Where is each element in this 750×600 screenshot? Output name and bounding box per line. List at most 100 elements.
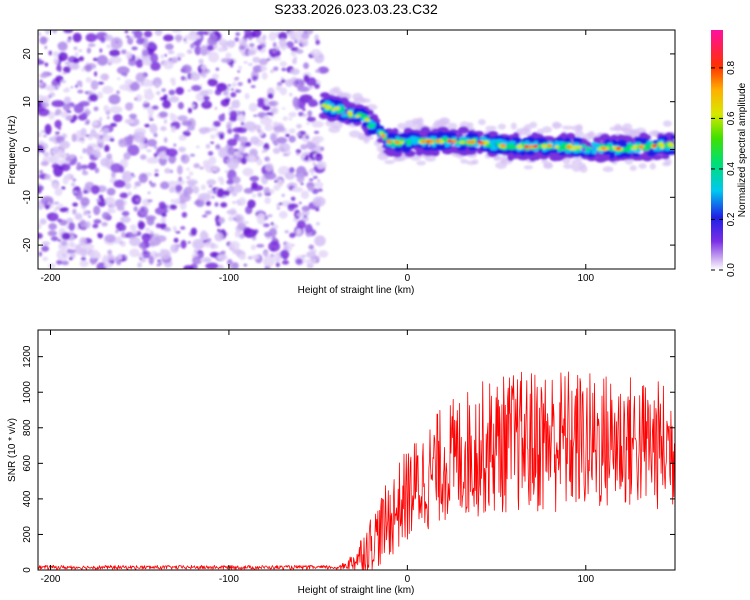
snr-xtick-label: -200 — [40, 574, 60, 585]
noise-blob — [214, 202, 219, 207]
noise-blob — [268, 241, 281, 252]
noise-blob — [309, 178, 314, 181]
signal-blob — [457, 128, 465, 134]
noise-blob — [83, 189, 88, 194]
noise-blob — [107, 116, 110, 120]
noise-blob — [99, 135, 104, 140]
noise-blob — [116, 77, 121, 81]
signal-halo — [523, 124, 532, 133]
noise-blob — [307, 185, 314, 192]
noise-blob — [167, 50, 175, 55]
noise-blob — [52, 30, 58, 34]
noise-blob — [180, 239, 187, 249]
noise-blob — [192, 185, 200, 194]
noise-blob — [226, 209, 237, 215]
noise-blob — [106, 187, 116, 196]
noise-blob — [263, 187, 271, 195]
noise-blob — [314, 235, 326, 247]
signal-blob — [376, 138, 385, 144]
noise-blob — [198, 127, 212, 134]
noise-blob — [306, 121, 310, 126]
signal-peak — [523, 145, 529, 149]
noise-blob — [124, 74, 127, 78]
noise-blob — [179, 193, 191, 202]
signal-blob — [529, 137, 536, 144]
noise-blob — [93, 71, 98, 77]
noise-blob — [131, 46, 138, 51]
noise-blob — [180, 75, 186, 81]
noise-blob — [306, 263, 314, 269]
noise-blob — [308, 168, 315, 174]
noise-blob — [108, 94, 121, 105]
noise-blob — [72, 202, 78, 207]
noise-blob — [281, 107, 286, 110]
snr-ytick-label: 200 — [22, 526, 33, 543]
noise-blob — [280, 79, 286, 84]
noise-blob — [164, 167, 171, 174]
noise-blob — [44, 45, 48, 50]
noise-blob — [249, 136, 260, 145]
noise-blob — [295, 80, 299, 85]
noise-blob — [248, 36, 253, 41]
noise-blob — [307, 85, 314, 90]
noise-blob — [38, 58, 42, 66]
noise-blob — [296, 132, 302, 137]
noise-blob — [168, 186, 176, 193]
noise-blob — [313, 130, 320, 134]
noise-blob — [237, 70, 241, 73]
signal-blob — [341, 113, 348, 118]
noise-blob — [54, 187, 63, 197]
signal-blob — [517, 145, 523, 150]
noise-blob — [242, 167, 254, 177]
noise-blob — [165, 43, 174, 50]
noise-blob — [52, 51, 60, 58]
noise-blob — [271, 236, 277, 241]
noise-blob — [99, 129, 103, 133]
noise-blob — [56, 248, 69, 261]
spectrogram-xtick-label: 0 — [405, 273, 411, 284]
noise-blob — [267, 214, 273, 218]
noise-blob — [231, 191, 238, 197]
noise-blob — [291, 186, 304, 193]
noise-blob — [38, 223, 42, 230]
noise-blob — [80, 164, 89, 170]
signal-blob — [591, 141, 596, 146]
noise-blob — [227, 127, 233, 135]
noise-blob — [124, 255, 128, 259]
signal-blob — [558, 151, 567, 156]
noise-blob — [47, 230, 58, 237]
noise-blob — [238, 197, 247, 206]
noise-blob — [209, 127, 218, 132]
noise-blob — [208, 185, 213, 188]
signal-blob — [669, 143, 675, 147]
noise-blob — [106, 44, 111, 49]
noise-blob — [69, 176, 74, 181]
noise-blob — [129, 81, 140, 92]
signal-blob — [572, 145, 579, 149]
noise-blob — [248, 154, 257, 163]
signal-blob — [552, 154, 565, 162]
noise-blob — [129, 224, 137, 232]
noise-blob — [72, 63, 80, 70]
noise-blob — [89, 129, 97, 138]
noise-blob — [312, 162, 316, 166]
noise-blob — [288, 117, 293, 121]
snr-ytick-label: 800 — [22, 419, 33, 436]
signal-blob — [398, 141, 405, 144]
noise-blob — [78, 56, 85, 62]
noise-blob — [295, 228, 302, 236]
noise-blob — [268, 228, 277, 237]
noise-blob — [159, 262, 162, 265]
noise-blob — [59, 140, 71, 149]
noise-blob — [175, 184, 183, 192]
noise-blob — [251, 254, 260, 260]
signal-peak — [435, 139, 441, 143]
noise-blob — [302, 107, 306, 112]
signal-halo — [384, 160, 395, 165]
noise-blob — [231, 82, 237, 88]
spectrogram-xlabel: Height of straight line (km) — [298, 285, 415, 296]
noise-blob — [148, 115, 153, 120]
noise-blob — [178, 176, 183, 182]
signal-halo — [348, 130, 361, 138]
signal-blob — [326, 94, 335, 101]
